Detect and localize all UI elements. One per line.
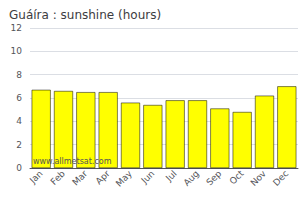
svg-text:Apr: Apr [94,168,112,186]
svg-text:Mar: Mar [70,168,89,187]
svg-text:2: 2 [16,140,22,150]
svg-text:May: May [114,168,135,189]
svg-text:0: 0 [16,163,22,173]
svg-text:www.allmetsat.com: www.allmetsat.com [33,157,112,166]
svg-text:Nov: Nov [249,168,269,188]
svg-text:Jul: Jul [163,168,178,183]
svg-text:4: 4 [16,116,22,126]
svg-text:8: 8 [16,70,22,80]
svg-text:Aug: Aug [182,168,201,187]
svg-text:10: 10 [11,46,23,56]
svg-text:6: 6 [16,93,22,103]
svg-text:Guáíra : sunshine (hours): Guáíra : sunshine (hours) [9,8,161,22]
svg-text:Dec: Dec [271,168,290,187]
svg-text:Sep: Sep [204,168,223,187]
svg-text:Jan: Jan [27,168,45,186]
svg-text:12: 12 [11,23,22,33]
svg-text:Feb: Feb [49,168,68,187]
svg-text:Jun: Jun [139,168,157,186]
svg-text:Oct: Oct [228,168,246,186]
